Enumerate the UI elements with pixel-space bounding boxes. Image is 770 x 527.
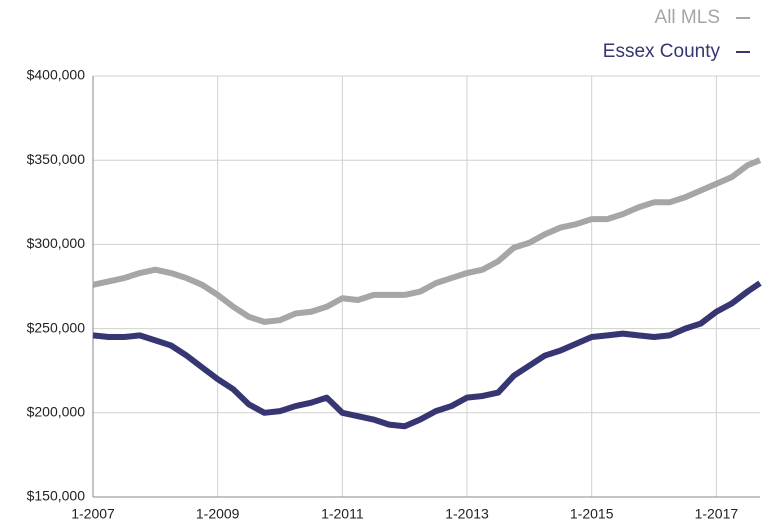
- y-tick-label: $400,000: [27, 67, 86, 83]
- y-tick-label: $150,000: [27, 488, 86, 504]
- x-tick-label: 1-2011: [321, 506, 364, 522]
- x-tick-label: 1-2007: [71, 506, 115, 522]
- y-tick-label: $250,000: [27, 319, 86, 335]
- x-tick-label: 1-2013: [445, 506, 489, 522]
- y-tick-label: $300,000: [27, 235, 86, 251]
- legend-label: Essex County: [603, 41, 721, 62]
- legend-label: All MLS: [655, 7, 720, 28]
- y-tick-label: $350,000: [27, 151, 86, 167]
- y-tick-label: $200,000: [27, 404, 86, 420]
- x-tick-label: 1-2015: [570, 506, 614, 522]
- x-tick-label: 1-2017: [695, 506, 739, 522]
- data-line: [92, 280, 762, 430]
- x-tick-label: 1-2009: [196, 506, 240, 522]
- data-line: [92, 157, 762, 325]
